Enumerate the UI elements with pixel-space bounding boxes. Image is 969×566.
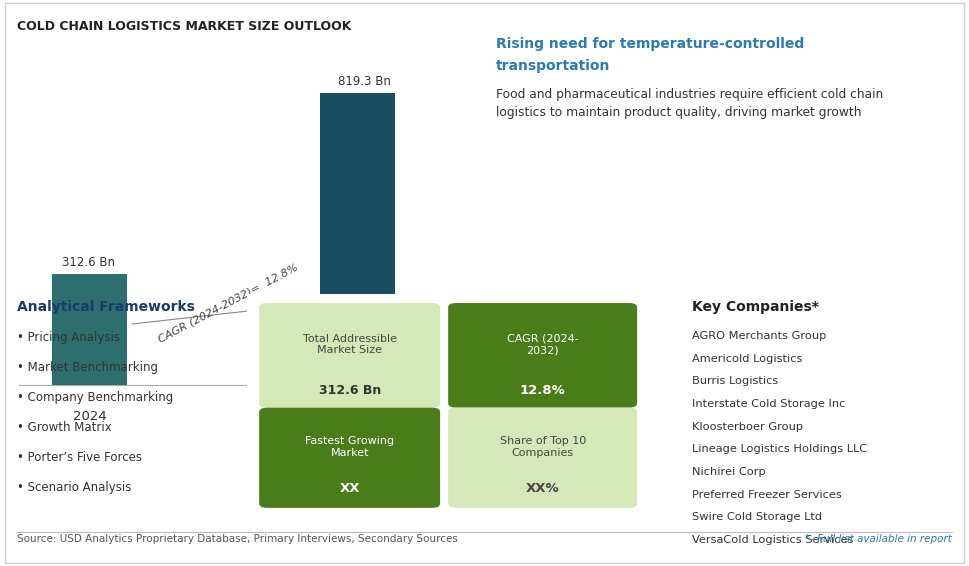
Text: 2032: 2032 — [340, 410, 374, 423]
Text: XX%: XX% — [526, 482, 559, 495]
Text: • Growth Matrix: • Growth Matrix — [17, 421, 112, 434]
Text: Food and pharmaceutical industries require efficient cold chain
logistics to mai: Food and pharmaceutical industries requi… — [496, 88, 884, 119]
Text: Source: USD Analytics Proprietary Database, Primary Interviews, Secondary Source: Source: USD Analytics Proprietary Databa… — [17, 534, 458, 544]
FancyBboxPatch shape — [259, 408, 440, 508]
Text: • Porter’s Five Forces: • Porter’s Five Forces — [17, 451, 142, 464]
Text: • Scenario Analysis: • Scenario Analysis — [17, 481, 132, 494]
FancyBboxPatch shape — [259, 303, 440, 408]
Text: • Company Benchmarking: • Company Benchmarking — [17, 391, 173, 404]
Text: 312.6 Bn: 312.6 Bn — [62, 256, 114, 269]
Text: Interstate Cold Storage Inc: Interstate Cold Storage Inc — [692, 399, 845, 409]
Text: *- Full list available in report: *- Full list available in report — [804, 534, 952, 544]
Text: Lineage Logistics Holdings LLC: Lineage Logistics Holdings LLC — [692, 444, 867, 454]
Text: Analytical Frameworks: Analytical Frameworks — [17, 300, 196, 314]
Text: Swire Cold Storage Ltd: Swire Cold Storage Ltd — [692, 512, 822, 522]
Text: Rising need for temperature-controlled: Rising need for temperature-controlled — [496, 37, 804, 51]
Text: 2024: 2024 — [73, 410, 107, 423]
Text: Share of Top 10
Companies: Share of Top 10 Companies — [500, 436, 586, 458]
Text: Americold Logistics: Americold Logistics — [692, 354, 802, 364]
Text: Nichirei Corp: Nichirei Corp — [692, 467, 766, 477]
Text: 312.6 Bn: 312.6 Bn — [319, 384, 381, 397]
Text: Key Companies*: Key Companies* — [692, 300, 819, 314]
Text: COLD CHAIN LOGISTICS MARKET SIZE OUTLOOK: COLD CHAIN LOGISTICS MARKET SIZE OUTLOOK — [17, 20, 352, 33]
Text: CAGR (2024-
2032): CAGR (2024- 2032) — [507, 333, 578, 355]
Text: 819.3 Bn: 819.3 Bn — [338, 75, 391, 88]
Text: 12.8%: 12.8% — [519, 384, 566, 397]
Text: • Pricing Analysis: • Pricing Analysis — [17, 331, 120, 344]
Text: transportation: transportation — [496, 59, 610, 74]
Text: VersaCold Logistics Services: VersaCold Logistics Services — [692, 535, 854, 545]
Text: Fastest Growing
Market: Fastest Growing Market — [305, 436, 394, 458]
Bar — [320, 93, 394, 385]
Text: AGRO Merchants Group: AGRO Merchants Group — [692, 331, 827, 341]
Text: • Market Benchmarking: • Market Benchmarking — [17, 361, 159, 374]
Text: Burris Logistics: Burris Logistics — [692, 376, 778, 387]
Text: XX: XX — [339, 482, 359, 495]
Text: Preferred Freezer Services: Preferred Freezer Services — [692, 490, 842, 500]
Text: Total Addressible
Market Size: Total Addressible Market Size — [302, 333, 396, 355]
Bar — [52, 274, 127, 385]
FancyBboxPatch shape — [448, 408, 638, 508]
FancyBboxPatch shape — [235, 290, 661, 517]
Text: CAGR (2024-2032)=  12.8%: CAGR (2024-2032)= 12.8% — [157, 262, 299, 344]
Text: Kloosterboer Group: Kloosterboer Group — [692, 422, 803, 432]
FancyBboxPatch shape — [448, 303, 638, 408]
